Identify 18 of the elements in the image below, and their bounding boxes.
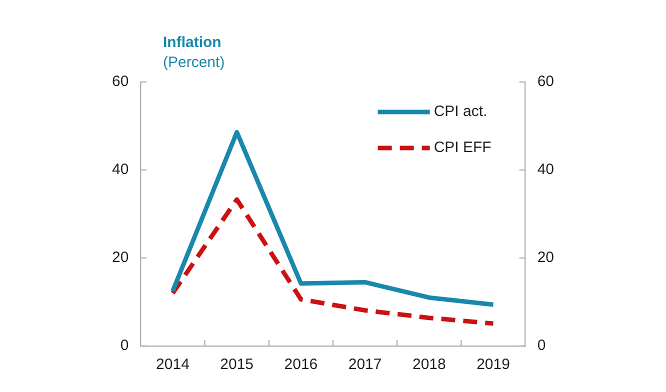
x-tick-label: 2019 xyxy=(476,356,510,374)
x-tick-label: 2016 xyxy=(284,356,318,374)
chart-title: Inflation xyxy=(163,34,222,51)
x-tick-label: 2018 xyxy=(412,356,446,374)
y-tick-label: 40 xyxy=(112,161,129,178)
legend-label: CPI act. xyxy=(434,103,488,120)
chart-subtitle: (Percent) xyxy=(163,54,225,71)
y-tick-label: 60 xyxy=(112,73,129,90)
y2-tick-label: 20 xyxy=(537,249,554,266)
y2-tick-label: 40 xyxy=(537,161,554,178)
y-tick-label: 0 xyxy=(120,337,129,354)
y2-tick-label: 60 xyxy=(537,73,554,90)
legend-label: CPI EFF xyxy=(434,139,492,156)
x-tick-label: 2017 xyxy=(348,356,382,374)
x-tick-label: 2015 xyxy=(220,356,254,374)
y-tick-label: 20 xyxy=(112,249,129,266)
y2-tick-label: 0 xyxy=(537,337,546,354)
x-tick-label: 2014 xyxy=(156,356,190,374)
